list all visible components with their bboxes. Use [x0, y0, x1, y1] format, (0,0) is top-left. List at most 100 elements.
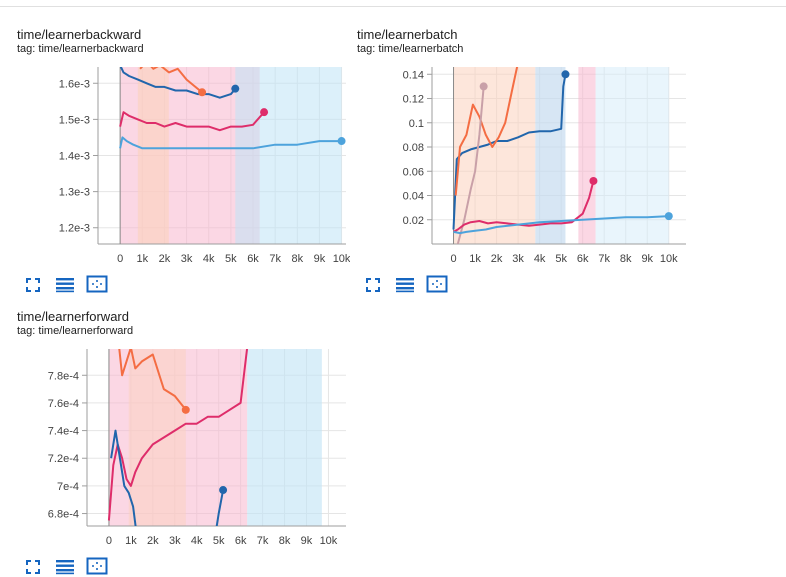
variance-band [137, 67, 169, 244]
x-tick-label: 5k [225, 253, 237, 265]
fullscreen-button[interactable] [17, 273, 49, 295]
series-line [452, 74, 567, 230]
series-end-point [181, 405, 190, 414]
y-tick-label: 0.1 [409, 118, 424, 130]
x-tick-label: 0 [117, 253, 123, 265]
fit-domain-icon [86, 557, 108, 575]
x-tick-label: 9k [301, 535, 313, 547]
y-tick-label: 0.08 [403, 142, 424, 154]
chart-card-learnerforward: time/learnerforward tag: time/learnerfor… [0, 282, 350, 575]
fullscreen-icon [26, 560, 40, 574]
series-end-point [664, 212, 673, 221]
y-tick-label: 7.6e-4 [48, 398, 79, 410]
chart-plot-learnerbackward[interactable]: 0 1k 2k 3k 4k 5k 6k 7k 8k 9k 10k 1.2e-3 1.3e-3 1.4e-3… [0, 60, 350, 270]
x-tick-label: 10k [660, 253, 678, 265]
chart-tag: tag: time/learnerforward [17, 325, 134, 337]
chart-toolbar [357, 273, 453, 295]
series-line [139, 67, 203, 94]
chart-toolbar [17, 555, 113, 577]
series-line [453, 215, 669, 235]
chart-title: time/learnerbackward [17, 27, 142, 42]
series-end-point [260, 108, 269, 117]
x-tick-label: 5k [555, 253, 567, 265]
data-table-icon [56, 278, 74, 293]
chart-card-learnerbatch: time/learnerbatch tag: time/learnerbatch… [340, 0, 700, 300]
y-tick-label: 0.06 [403, 166, 424, 178]
fit-domain-button[interactable] [421, 273, 453, 295]
chart-tag: tag: time/learnerbackward [17, 43, 144, 55]
x-tick-label: 0 [106, 535, 112, 547]
fit-domain-button[interactable] [81, 555, 113, 577]
fullscreen-button[interactable] [17, 555, 49, 577]
chart-tag: tag: time/learnerbatch [357, 43, 464, 55]
series-end-point [479, 82, 488, 91]
series-line [118, 349, 187, 411]
fullscreen-button[interactable] [357, 273, 389, 295]
y-tick-label: 1.2e-3 [59, 223, 90, 235]
x-tick-label: 7k [598, 253, 610, 265]
chart-plot-learnerforward[interactable]: 0 1k 2k 3k 4k 5k 6k 7k 8k 9k 10k 6.8e-4 7e-4 7.2e-4 7.… [0, 342, 350, 552]
x-tick-label: 2k [159, 253, 171, 265]
y-tick-label: 7.8e-4 [48, 370, 79, 382]
y-tick-label: 1.4e-3 [59, 151, 90, 163]
fullscreen-icon [26, 278, 40, 292]
x-tick-label: 3k [169, 535, 181, 547]
x-tick-label: 4k [203, 253, 215, 265]
series-line [454, 67, 519, 196]
x-tick-label: 5k [213, 535, 225, 547]
x-tick-label: 0 [450, 253, 456, 265]
series-end-point [219, 486, 228, 495]
chart-title: time/learnerforward [17, 309, 129, 324]
series-group [119, 67, 342, 150]
x-tick-label: 4k [534, 253, 546, 265]
series-line [456, 86, 485, 244]
series-line [119, 136, 342, 150]
x-tick-label: 6k [235, 535, 247, 547]
x-tick-label: 9k [641, 253, 653, 265]
variance-bands [108, 349, 322, 526]
fullscreen-icon [366, 278, 380, 292]
series-end-point [198, 88, 207, 97]
series-line [119, 67, 237, 99]
x-tick-label: 3k [512, 253, 524, 265]
x-tick-label: 1k [469, 253, 481, 265]
fit-domain-button[interactable] [81, 273, 113, 295]
y-tick-label: 0.12 [403, 94, 424, 106]
y-tick-label: 1.5e-3 [59, 114, 90, 126]
x-tick-label: 7k [257, 535, 269, 547]
y-tick-label: 7e-4 [57, 481, 79, 493]
chart-plot-learnerbatch[interactable]: 0 1k 2k 3k 4k 5k 6k 7k 8k 9k 10k 0.02 0.04 0.06 0.08 0.… [340, 60, 700, 270]
y-tick-label: 1.6e-3 [59, 78, 90, 90]
y-tick-label: 0.04 [403, 191, 424, 203]
fit-domain-icon [426, 275, 448, 293]
x-tick-label: 4k [191, 535, 203, 547]
x-tick-label: 10k [320, 535, 338, 547]
x-tick-label: 10k [333, 253, 350, 265]
x-tick-label: 2k [147, 535, 159, 547]
data-table-icon [396, 278, 414, 293]
data-table-button[interactable] [389, 273, 421, 295]
variance-bands [120, 67, 342, 244]
data-table-button[interactable] [49, 555, 81, 577]
x-tick-label: 9k [314, 253, 326, 265]
variance-band [235, 67, 342, 244]
variance-band [247, 349, 322, 526]
x-tick-label: 6k [247, 253, 259, 265]
x-tick-label: 8k [291, 253, 303, 265]
series-line [107, 349, 249, 521]
series-line [119, 111, 265, 132]
x-tick-label: 8k [620, 253, 632, 265]
x-tick-label: 7k [269, 253, 281, 265]
series-line [110, 429, 225, 526]
data-table-icon [56, 560, 74, 575]
y-tick-label: 1.3e-3 [59, 187, 90, 199]
y-tick-label: 0.14 [403, 69, 424, 81]
y-tick-label: 7.2e-4 [48, 453, 79, 465]
variance-band [595, 67, 669, 244]
x-tick-label: 8k [279, 535, 291, 547]
chart-card-learnerbackward: time/learnerbackward tag: time/learnerba… [0, 0, 350, 300]
x-tick-label: 1k [125, 535, 137, 547]
variance-band [453, 67, 536, 244]
chart-toolbar [17, 273, 113, 295]
data-table-button[interactable] [49, 273, 81, 295]
